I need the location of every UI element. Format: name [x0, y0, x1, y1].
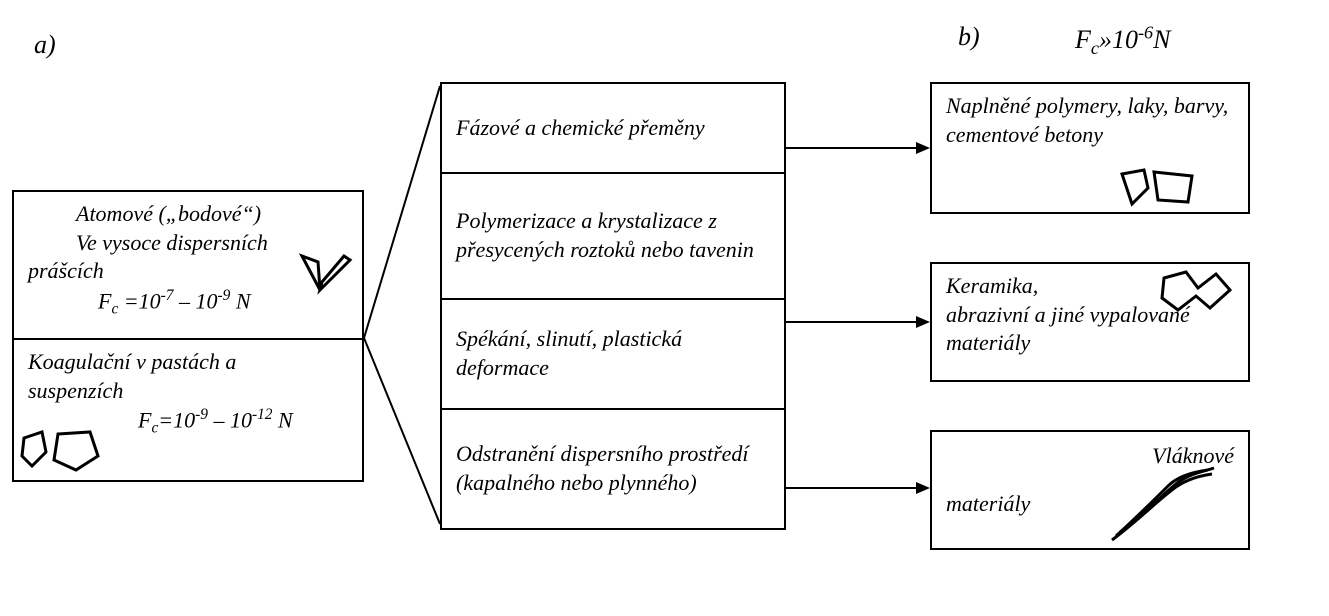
right-box-2: Keramika, abrazivní a jiné vypalované ma… — [930, 262, 1250, 382]
fiber-glyph-icon — [1108, 466, 1218, 546]
particle-glyph-pair-icon — [18, 426, 108, 476]
middle-row-3: Spékání, slinutí, plastická deformace — [440, 298, 786, 408]
middle-row2-text: Polymerizace a krystalizace z přesycenýc… — [456, 207, 770, 264]
right-box-3: Vláknové materiály — [930, 430, 1250, 550]
middle-row4-text: Odstranění dispersního prostředí (kapaln… — [456, 440, 770, 497]
particle-glyph-fused-icon — [1158, 268, 1234, 318]
middle-row1-text: Fázové a chemické přeměny — [456, 114, 705, 143]
left-top-line1: Atomové („bodové“) — [28, 200, 348, 229]
arrow-1 — [786, 138, 930, 158]
label-b-text: b) — [958, 22, 980, 51]
left-bot-line1: Koagulační v pastách a — [28, 348, 348, 377]
panel-label-b: b) — [958, 22, 980, 52]
left-box-top: Atomové („bodové“) Ve vysoce dispersních… — [12, 190, 364, 338]
particle-glyph-v-icon — [296, 250, 356, 302]
formula-b: Fc»10-6N — [1075, 25, 1170, 54]
panel-label-a: a) — [34, 30, 56, 60]
right-box1-text: Naplněné polymery, laky, barvy, cementov… — [946, 93, 1228, 147]
middle-row-4: Odstranění dispersního prostředí (kapaln… — [440, 408, 786, 530]
fan-connector — [364, 82, 444, 532]
particle-glyph-crack-icon — [1118, 166, 1198, 210]
arrow-2 — [786, 312, 930, 332]
label-a-text: a) — [34, 30, 56, 59]
middle-row3-text: Spékání, slinutí, plastická deformace — [456, 325, 770, 382]
right-box-1: Naplněné polymery, laky, barvy, cementov… — [930, 82, 1250, 214]
middle-row-1: Fázové a chemické přeměny — [440, 82, 786, 172]
right-box3-line1: materiály — [946, 490, 1030, 519]
middle-row-2: Polymerizace a krystalizace z přesycenýc… — [440, 172, 786, 298]
left-box-bottom: Koagulační v pastách a suspenzích Fc=10-… — [12, 338, 364, 482]
panel-b-formula: Fc»10-6N — [1075, 22, 1170, 59]
left-bot-line2: suspenzích — [28, 377, 348, 406]
arrow-3 — [786, 478, 930, 498]
